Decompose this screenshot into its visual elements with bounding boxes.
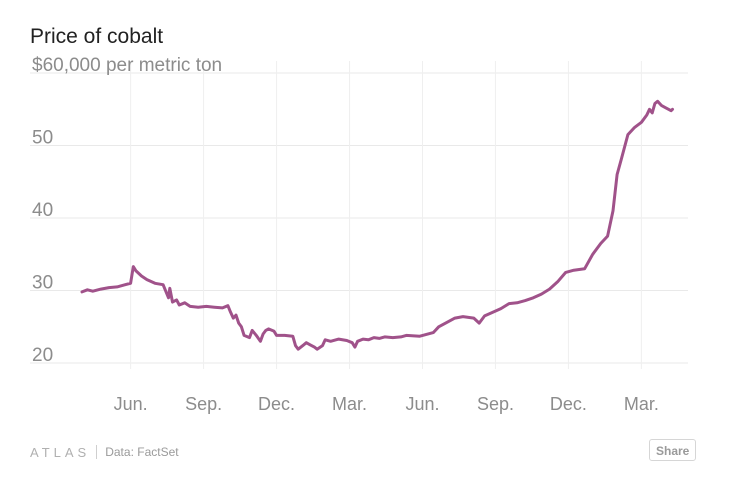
x-tick-label: Mar. (624, 394, 659, 414)
footer: ATLAS Data: FactSet (30, 443, 179, 461)
x-tick-label: Mar. (332, 394, 367, 414)
atlas-logo: ATLAS (30, 444, 91, 460)
share-button[interactable]: Share (649, 439, 697, 461)
x-tick-label: Jun. (405, 394, 439, 414)
chart-title: Price of cobalt (30, 25, 164, 48)
y-axis-ticks: $60,000 per metric ton 50 40 30 20 (32, 55, 222, 366)
price-line (80, 99, 674, 351)
y-tick-label: 50 (32, 128, 53, 149)
x-tick-label: Sep. (185, 394, 222, 414)
footer-divider (96, 445, 98, 459)
data-source: Data: FactSet (105, 445, 179, 459)
x-axis-ticks: Jun. Sep. Dec. Mar. Jun. Sep. Dec. Mar. (114, 394, 659, 414)
x-tick-label: Sep. (477, 394, 514, 414)
x-tick-label: Dec. (258, 394, 295, 414)
y-tick-label: $60,000 per metric ton (32, 55, 222, 76)
x-tick-label: Jun. (114, 394, 148, 414)
y-tick-label: 20 (32, 345, 53, 366)
x-tick-label: Dec. (550, 394, 587, 414)
grid-layer (30, 61, 688, 369)
y-tick-label: 40 (32, 200, 53, 221)
y-tick-label: 30 (32, 273, 53, 294)
